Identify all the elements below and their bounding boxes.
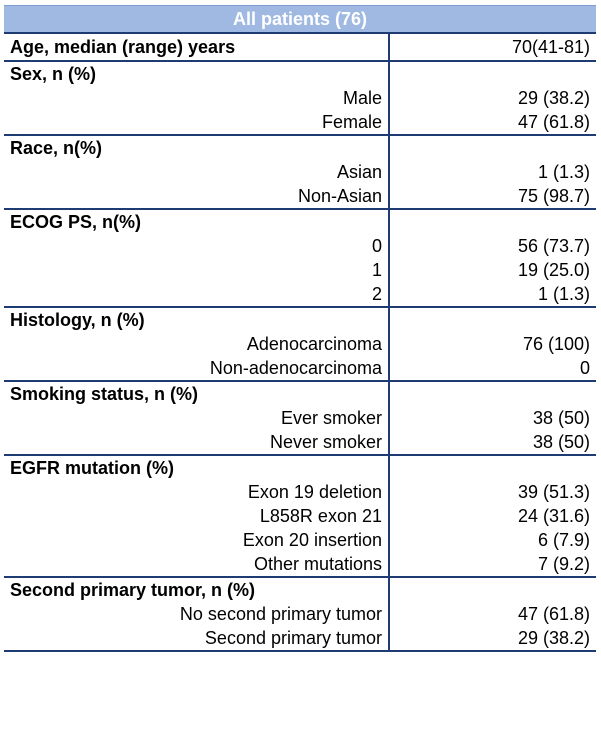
row-value (390, 382, 596, 406)
section-label: EGFR mutation (%) (4, 456, 390, 480)
row-label: Asian (4, 160, 390, 184)
row-value: 47 (61.8) (517, 112, 590, 132)
row-label: Male (4, 86, 390, 110)
section-label: ECOG PS, n(%) (4, 210, 390, 234)
row-value: 47 (61.8) (517, 604, 590, 624)
table-row: 2 1 (1.3) (4, 282, 596, 306)
row-label: Female (4, 110, 390, 134)
row-value: 7 (9.2) (537, 554, 590, 574)
row-label: Second primary tumor (4, 626, 390, 650)
row-value: 70(41-81) (511, 37, 590, 57)
row-label: Non-Asian (4, 184, 390, 208)
row-value: 24 (31.6) (517, 506, 590, 526)
section-row: Second primary tumor, n (%) (4, 576, 596, 602)
row-value: 1 (1.3) (537, 162, 590, 182)
table-row: 1 19 (25.0) (4, 258, 596, 282)
row-label: Ever smoker (4, 406, 390, 430)
section-label: Race, n(%) (4, 136, 390, 160)
table-row: Non-adenocarcinoma 0 (4, 356, 596, 380)
row-value: 6 (7.9) (537, 530, 590, 550)
row-value: 19 (25.0) (517, 260, 590, 280)
section-label: Second primary tumor, n (%) (4, 578, 390, 602)
table-row: L858R exon 21 24 (31.6) (4, 504, 596, 528)
table-row: Exon 19 deletion 39 (51.3) (4, 480, 596, 504)
table-body: Age, median (range) years 70(41-81) Sex, n… (4, 32, 596, 650)
row-label: Never smoker (4, 430, 390, 454)
section-row: EGFR mutation (%) (4, 454, 596, 480)
table-row: Asian 1 (1.3) (4, 160, 596, 184)
table-row: Second primary tumor 29 (38.2) (4, 626, 596, 650)
table-header: All patients (76) (4, 5, 596, 32)
row-value: 0 (579, 358, 590, 378)
section-label: Sex, n (%) (4, 62, 390, 86)
row-label: Adenocarcinoma (4, 332, 390, 356)
row-value: 75 (98.7) (517, 186, 590, 206)
row-value (390, 578, 596, 602)
row-value (390, 456, 596, 480)
table-row: Male 29 (38.2) (4, 86, 596, 110)
row-value: 76 (100) (522, 334, 590, 354)
table-row: Ever smoker 38 (50) (4, 406, 596, 430)
table-row: Adenocarcinoma 76 (100) (4, 332, 596, 356)
table-row: Exon 20 insertion 6 (7.9) (4, 528, 596, 552)
row-value (390, 308, 596, 332)
section-label: Histology, n (%) (4, 308, 390, 332)
row-value (390, 62, 596, 86)
section-row: Race, n(%) (4, 134, 596, 160)
row-label: 0 (4, 234, 390, 258)
row-value: 1 (1.3) (537, 284, 590, 304)
row-label: Exon 19 deletion (4, 480, 390, 504)
table-row: Non-Asian 75 (98.7) (4, 184, 596, 208)
table-row: Never smoker 38 (50) (4, 430, 596, 454)
section-row: Sex, n (%) (4, 60, 596, 86)
row-label: 1 (4, 258, 390, 282)
row-value: 39 (51.3) (517, 482, 590, 502)
table-row: Other mutations 7 (9.2) (4, 552, 596, 576)
row-value (390, 210, 596, 234)
row-label: No second primary tumor (4, 602, 390, 626)
table-row: Female 47 (61.8) (4, 110, 596, 134)
section-row: Smoking status, n (%) (4, 380, 596, 406)
row-label: Exon 20 insertion (4, 528, 390, 552)
section-row: Histology, n (%) (4, 306, 596, 332)
row-value (390, 136, 596, 160)
section-row: Age, median (range) years 70(41-81) (4, 32, 596, 60)
row-value: 29 (38.2) (517, 628, 590, 648)
section-label: Smoking status, n (%) (4, 382, 390, 406)
table-row: 0 56 (73.7) (4, 234, 596, 258)
section-label: Age, median (range) years (4, 34, 390, 60)
row-value: 38 (50) (532, 432, 590, 452)
table-row: No second primary tumor 47 (61.8) (4, 602, 596, 626)
row-label: Non-adenocarcinoma (4, 356, 390, 380)
section-row: ECOG PS, n(%) (4, 208, 596, 234)
row-label: 2 (4, 282, 390, 306)
row-label: Other mutations (4, 552, 390, 576)
row-label: L858R exon 21 (4, 504, 390, 528)
row-value: 56 (73.7) (517, 236, 590, 256)
row-value: 29 (38.2) (517, 88, 590, 108)
row-value: 38 (50) (532, 408, 590, 428)
patient-characteristics-table: All patients (76) Age, median (range) ye… (4, 5, 596, 652)
